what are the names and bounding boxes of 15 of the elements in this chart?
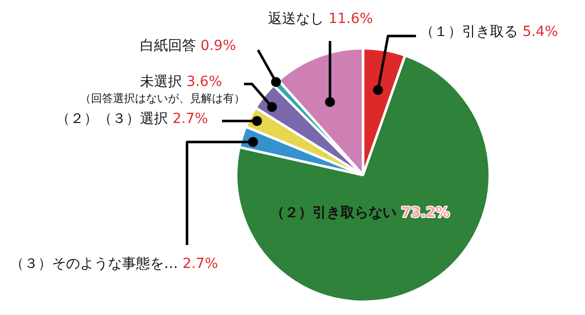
slice-label: （２）引き取らない <box>270 205 402 221</box>
text: （回答選択はないが、見解は有） <box>80 92 245 105</box>
slice-label: （２）（３）選択 <box>56 111 172 127</box>
slice-label: （３）そのような事態を… <box>10 256 182 272</box>
data-label: 5.4% <box>522 24 558 40</box>
data-label: 2.7% <box>172 111 208 127</box>
data-label: 0.9% <box>200 38 236 54</box>
slice-label: 白紙回答 <box>140 38 200 54</box>
data-label: 11.6% <box>328 11 373 27</box>
data-label: 2.7% <box>182 256 218 272</box>
data-label: 3.6% <box>186 74 222 90</box>
slice-label: 未選択 <box>140 74 186 90</box>
slice-label: （１）引き取る <box>420 24 522 40</box>
data-label: 73.2% <box>401 205 450 221</box>
slice-label: 返送なし <box>268 11 328 27</box>
